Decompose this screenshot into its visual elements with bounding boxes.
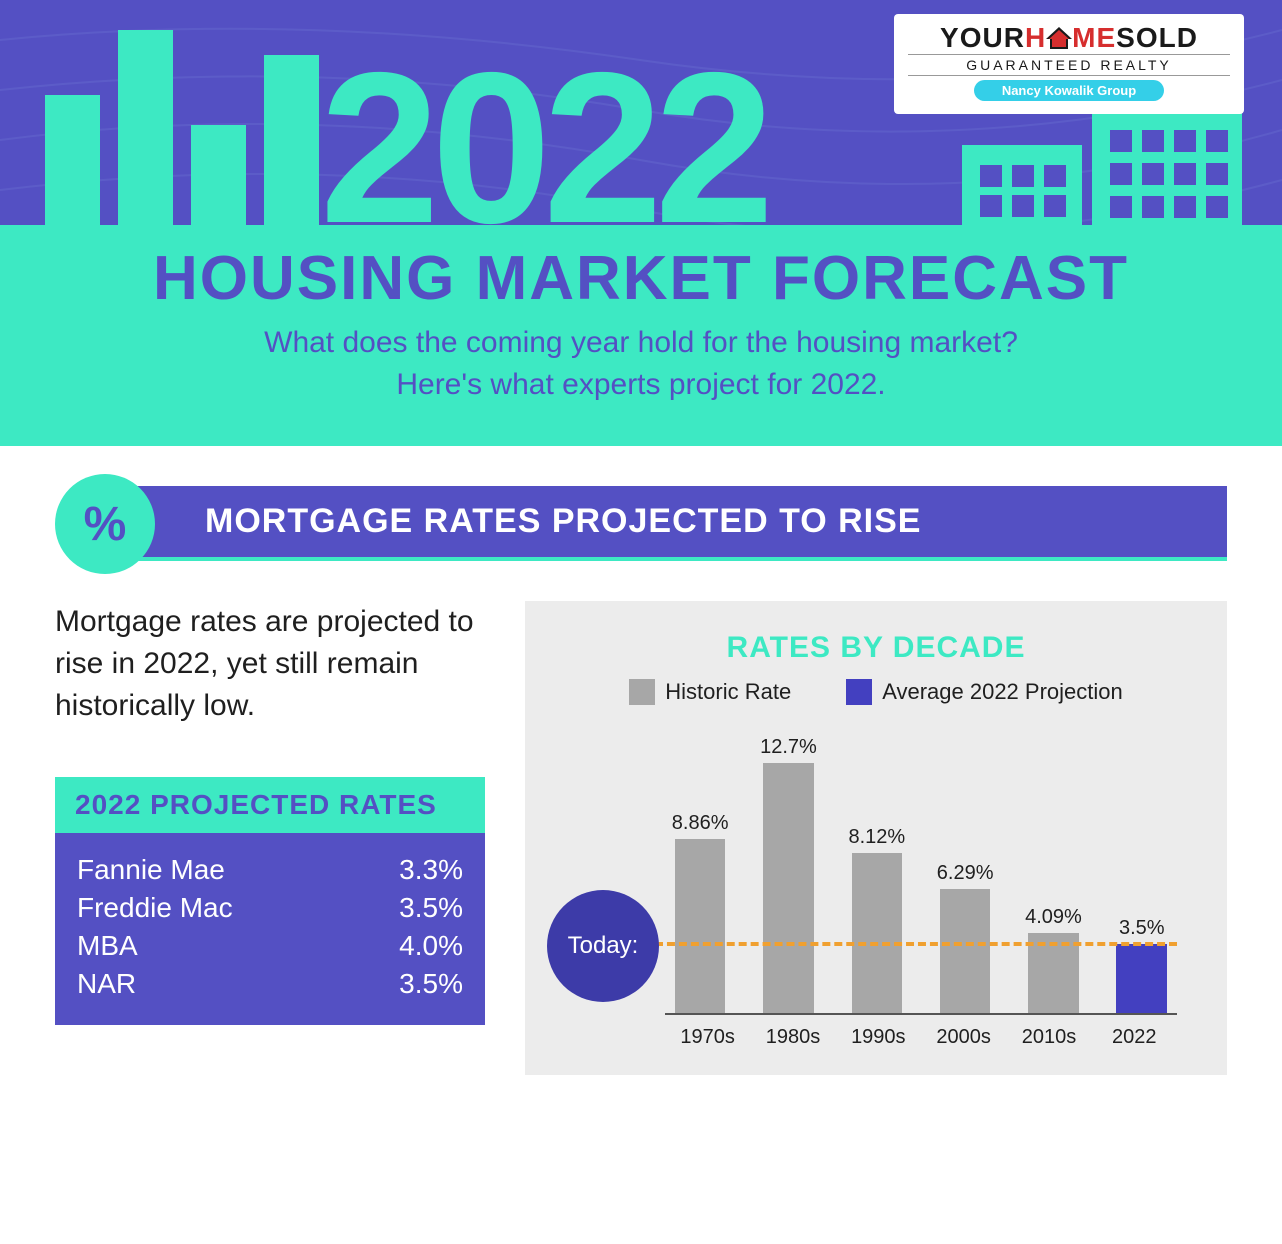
rates-table-header: 2022 PROJECTED RATES xyxy=(55,777,485,833)
bar-column: 8.86% xyxy=(665,812,735,1013)
page-title: HOUSING MARKET FORECAST xyxy=(20,243,1262,314)
logo-subtitle: GUARANTEED REALTY xyxy=(908,54,1230,76)
header-teal-band: HOUSING MARKET FORECAST What does the co… xyxy=(0,225,1282,446)
rates-table: 2022 PROJECTED RATES Fannie Mae3.3%Fredd… xyxy=(55,777,485,1025)
today-reference-line xyxy=(655,942,1177,946)
x-tick-label: 1990s xyxy=(836,1026,921,1049)
bar xyxy=(940,889,991,1013)
bar-column: 12.7% xyxy=(753,736,823,1013)
section-underline xyxy=(75,557,1227,561)
logo-main: YOURHMESOLD xyxy=(908,22,1230,54)
bars-decoration xyxy=(45,30,319,225)
bar xyxy=(763,763,814,1013)
bars-row: 8.86%12.7%8.12%6.29%4.09%3.5% xyxy=(665,755,1177,1015)
x-axis-labels: 1970s1980s1990s2000s2010s2022 xyxy=(665,1026,1177,1049)
house-icon xyxy=(1046,27,1072,49)
header-purple-band: 2022 YOURHMESOLD GUARANTEED REALTY Nancy… xyxy=(0,0,1282,225)
rate-row: Fannie Mae3.3% xyxy=(77,851,463,889)
section-title: MORTGAGE RATES PROJECTED TO RISE xyxy=(75,486,1227,557)
bar-column: 4.09% xyxy=(1018,906,1088,1014)
rate-row: Freddie Mac3.5% xyxy=(77,889,463,927)
page-subtitle: What does the coming year hold for the h… xyxy=(20,322,1262,406)
bar-value-label: 12.7% xyxy=(760,736,817,759)
x-tick-label: 1970s xyxy=(665,1026,750,1049)
chart-title: RATES BY DECADE xyxy=(555,631,1197,665)
x-tick-label: 2022 xyxy=(1092,1026,1177,1049)
bar-column: 6.29% xyxy=(930,862,1000,1013)
content-row: Mortgage rates are projected to rise in … xyxy=(55,601,1227,1075)
bar xyxy=(852,853,903,1013)
rate-row: MBA4.0% xyxy=(77,927,463,965)
bar-value-label: 8.12% xyxy=(848,826,905,849)
bar xyxy=(675,839,726,1013)
bar-column: 3.5% xyxy=(1107,917,1177,1013)
legend-item: Average 2022 Projection xyxy=(846,679,1123,705)
bar xyxy=(1116,944,1167,1013)
rates-table-body: Fannie Mae3.3%Freddie Mac3.5%MBA4.0%NAR3… xyxy=(55,833,485,1025)
chart-plot: Today: 8.86%12.7%8.12%6.29%4.09%3.5% 197… xyxy=(595,735,1197,1055)
bar-value-label: 4.09% xyxy=(1025,906,1082,929)
x-tick-label: 2000s xyxy=(921,1026,1006,1049)
section-header: MORTGAGE RATES PROJECTED TO RISE % xyxy=(55,486,1227,561)
mortgage-section: MORTGAGE RATES PROJECTED TO RISE % Mortg… xyxy=(0,446,1282,1095)
bar-column: 8.12% xyxy=(842,826,912,1013)
x-tick-label: 1980s xyxy=(750,1026,835,1049)
decade-chart: RATES BY DECADE Historic Rate Average 202… xyxy=(525,601,1227,1075)
x-tick-label: 2010s xyxy=(1006,1026,1091,1049)
bar-value-label: 8.86% xyxy=(672,812,729,835)
bar-value-label: 3.5% xyxy=(1119,917,1165,940)
legend-item: Historic Rate xyxy=(629,679,791,705)
chart-legend: Historic Rate Average 2022 Projection xyxy=(555,679,1197,705)
today-badge: Today: xyxy=(547,890,659,1002)
logo-box: YOURHMESOLD GUARANTEED REALTY Nancy Kowa… xyxy=(894,14,1244,114)
year-headline: 2022 xyxy=(320,40,766,225)
left-column: Mortgage rates are projected to rise in … xyxy=(55,601,485,1075)
intro-text: Mortgage rates are projected to rise in … xyxy=(55,601,485,727)
logo-group-badge: Nancy Kowalik Group xyxy=(974,80,1164,101)
percent-icon: % xyxy=(55,474,155,574)
rate-row: NAR3.5% xyxy=(77,965,463,1003)
bar-value-label: 6.29% xyxy=(937,862,994,885)
